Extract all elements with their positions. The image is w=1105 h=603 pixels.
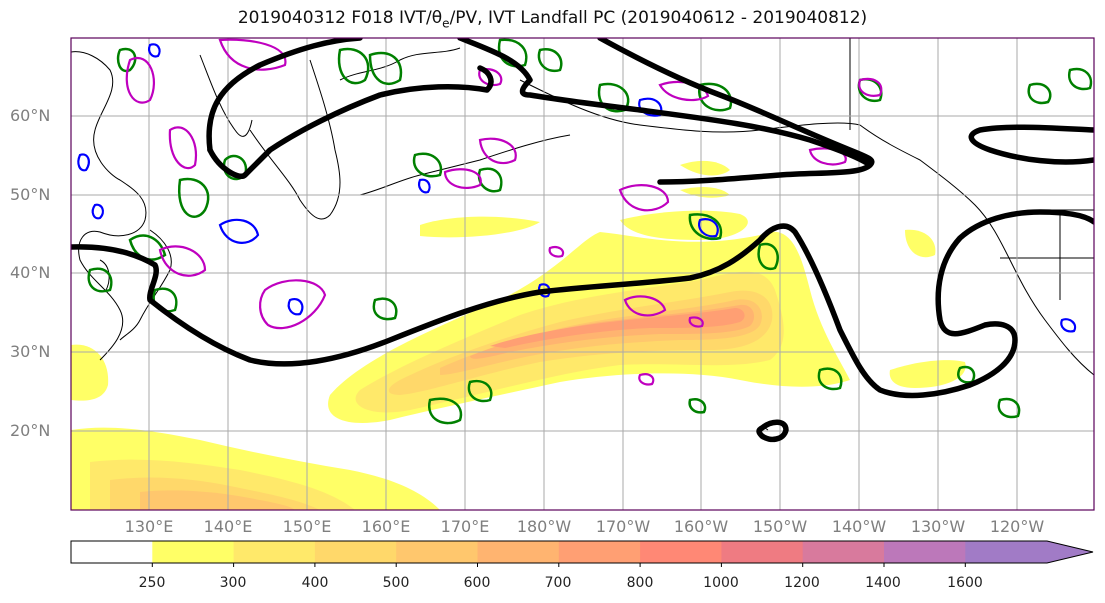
- colorbar-swatch-300: [233, 541, 316, 563]
- pc-contour-hawaii-loop: [756, 419, 789, 443]
- title-suffix: /PV, IVT Landfall PC (2019040612 - 20190…: [449, 8, 868, 28]
- colorbar-tick-1200: 1200: [784, 575, 820, 591]
- lon-label-170w: 170°W: [595, 517, 651, 536]
- lon-label-160w: 160°W: [673, 517, 729, 536]
- lon-label-140w: 140°W: [831, 517, 887, 536]
- ivt-south-500: [140, 490, 295, 510]
- colorbar: [70, 540, 1094, 567]
- colorbar-swatch-800: [640, 541, 722, 563]
- ivt-west-blob: [71, 344, 109, 401]
- colorbar-swatch-250: [152, 541, 235, 563]
- pc-contour-main: [71, 209, 1094, 399]
- pc-contour-northeast: [597, 38, 875, 168]
- ivt-shading: [71, 160, 966, 510]
- title-theta: θ: [431, 8, 443, 28]
- ivt-north-patch-3: [680, 160, 730, 176]
- colorbar-tick-250: 250: [138, 575, 166, 591]
- pv-negative-contours: [77, 43, 1077, 333]
- ivt-east-patch-1: [889, 360, 966, 388]
- pc-contour-north-inner: [207, 65, 494, 179]
- lon-label-180w: 180°W: [516, 517, 572, 536]
- lat-label-40n: 40°N: [10, 263, 51, 282]
- colorbar-tick-800: 800: [626, 575, 654, 591]
- colorbar-tick-1400: 1400: [865, 575, 901, 591]
- colorbar-swatch-1200: [802, 541, 885, 563]
- coastline-alaska-west: [339, 47, 461, 81]
- colorbar-swatches: [71, 541, 1093, 563]
- lon-label-150w: 150°W: [752, 517, 808, 536]
- colorbar-tick-700: 700: [544, 575, 572, 591]
- colorbar-tick-1600: 1600: [947, 575, 983, 591]
- lat-label-20n: 20°N: [10, 421, 51, 440]
- pc-contour-alaska: [457, 38, 873, 185]
- colorbar-tick-400: 400: [301, 575, 329, 591]
- colorbar-swatch-600: [477, 541, 560, 563]
- pc-contour-right-top: [968, 124, 1094, 165]
- ivt-north-patch-1: [420, 216, 540, 238]
- coastline-north-america: [859, 124, 1094, 376]
- ivt-east-patch-2: [905, 229, 936, 258]
- lon-label-170e: 170°E: [440, 517, 490, 536]
- lat-label-60n: 60°N: [10, 106, 51, 125]
- colorbar-ticks: [151, 563, 966, 567]
- title-prefix: 2019040312 F018 IVT/: [237, 8, 432, 28]
- colorbar-swatch-1400: [884, 541, 966, 563]
- colorbar-swatch-1000: [721, 541, 804, 563]
- graticule: [71, 38, 1094, 510]
- lon-label-160e: 160°E: [361, 517, 411, 536]
- lon-label-130w: 130°W: [910, 517, 966, 536]
- colorbar-outline: [70, 540, 1094, 564]
- coastline-alaska: [519, 79, 861, 133]
- lon-label-130e: 130°E: [124, 517, 174, 536]
- colorbar-swatch-400: [314, 541, 397, 563]
- colorbar-tick-1000: 1000: [703, 575, 739, 591]
- coastline-sea-of-okhotsk: [199, 54, 253, 137]
- coastline-asia: [71, 51, 147, 361]
- lat-label-30n: 30°N: [10, 342, 51, 361]
- lat-label-50n: 50°N: [10, 185, 51, 204]
- coastline-aleutians: [359, 134, 571, 196]
- colorbar-swatch-1600: [965, 541, 1048, 563]
- lon-label-140e: 140°E: [203, 517, 253, 536]
- colorbar-tick-600: 600: [463, 575, 491, 591]
- pv-positive-contours: [125, 38, 883, 386]
- lon-label-150e: 150°E: [282, 517, 332, 536]
- colorbar-extend-arrow: [1047, 541, 1093, 563]
- colorbar-swatch-below: [71, 541, 153, 563]
- colorbar-swatch-500: [396, 541, 478, 563]
- lon-label-120w: 120°W: [989, 517, 1045, 536]
- ivt-ar-700: [490, 308, 745, 348]
- map-frame: [70, 37, 1095, 511]
- colorbar-tick-500: 500: [382, 575, 410, 591]
- title-theta-subscript: e: [442, 16, 450, 31]
- ivt-north-patch-2: [620, 210, 748, 240]
- pc-contour-north: [206, 38, 363, 153]
- map-plot-area: [71, 38, 1094, 510]
- colorbar-swatch-700: [558, 541, 641, 563]
- colorbar-tick-300: 300: [219, 575, 247, 591]
- map-title: 2019040312 F018 IVT/θe/PV, IVT Landfall …: [0, 8, 1105, 30]
- ivt-landfall-pc-contours: [71, 38, 1094, 443]
